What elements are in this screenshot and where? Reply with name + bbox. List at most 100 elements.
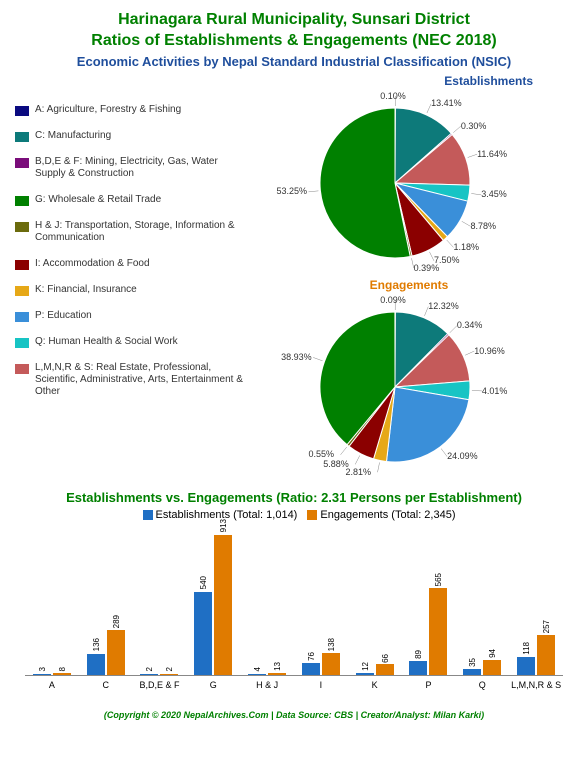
bar-group: 118 257 — [517, 635, 555, 674]
legend-label: B,D,E & F: Mining, Electricity, Gas, Wat… — [35, 156, 245, 180]
pie-slice-label: 5.88% — [323, 459, 349, 469]
bar-group: 136 289 — [87, 630, 125, 674]
chart-container: Harinagara Rural Municipality, Sunsari D… — [0, 0, 588, 730]
bar-value: 913 — [219, 519, 228, 532]
bar-value: 76 — [307, 652, 316, 661]
pie-slice-label: 8.78% — [470, 221, 496, 231]
bar-group: 2 2 — [140, 674, 178, 675]
bar-eng: 2 — [160, 674, 178, 675]
legend-item: G: Wholesale & Retail Trade — [15, 194, 245, 206]
legend-item: I: Accommodation & Food — [15, 258, 245, 270]
legend-swatch — [15, 312, 29, 322]
bar-value: 289 — [112, 615, 121, 628]
bar-value: 35 — [468, 658, 477, 667]
pie-slice-label: 0.10% — [380, 91, 406, 101]
bar-est: 136 — [87, 654, 105, 675]
legend-swatch — [15, 364, 29, 374]
bar-eng: 138 — [322, 653, 340, 674]
legend-item: L,M,N,R & S: Real Estate, Professional, … — [15, 362, 245, 398]
pie-slice-label: 10.96% — [474, 346, 505, 356]
pie-slice-label: 1.18% — [453, 242, 479, 252]
bar-group: 540 913 — [194, 535, 232, 675]
legend-item: P: Education — [15, 310, 245, 322]
legend-swatch — [15, 196, 29, 206]
pie-slice-label: 4.01% — [482, 386, 508, 396]
x-axis-label: H & J — [240, 680, 294, 690]
legend-label: H & J: Transportation, Storage, Informat… — [35, 220, 245, 244]
bar-value: 138 — [327, 638, 336, 651]
bar-group: 76 138 — [302, 653, 340, 674]
bar-eng: 8 — [53, 673, 71, 674]
pie-slice-label: 12.32% — [428, 301, 459, 311]
bar-chart: 3 8 136 289 2 2 540 913 4 13 76 138 12 6… — [25, 525, 563, 676]
bar-value: 257 — [542, 620, 551, 633]
bar-value: 12 — [361, 662, 370, 671]
legend-swatch — [15, 260, 29, 270]
main-title: Harinagara Rural Municipality, Sunsari D… — [15, 10, 573, 52]
x-axis-label: P — [402, 680, 456, 690]
pie-slice-label: 0.34% — [457, 320, 483, 330]
bar-group: 89 565 — [409, 588, 447, 675]
bar-section-title: Establishments vs. Engagements (Ratio: 2… — [15, 490, 573, 505]
legend-item: K: Financial, Insurance — [15, 284, 245, 296]
legend-label: K: Financial, Insurance — [35, 284, 137, 296]
bar-value: 2 — [145, 667, 154, 671]
legend-label: A: Agriculture, Forestry & Fishing — [35, 104, 181, 116]
footer-text: (Copyright © 2020 NepalArchives.Com | Da… — [15, 710, 573, 720]
pie-establishments: 0.10%13.41%0.30%11.64%3.45%8.78%1.18%7.5… — [245, 88, 573, 278]
bar-est: 4 — [248, 674, 266, 675]
bar-value: 3 — [38, 667, 47, 671]
legend-label: G: Wholesale & Retail Trade — [35, 194, 161, 206]
pie-slice-label: 0.09% — [380, 295, 406, 305]
legend-swatch — [15, 158, 29, 168]
pie-engagements: 0.09%12.32%0.34%10.96%4.01%24.09%2.81%5.… — [245, 292, 573, 482]
bar-value: 118 — [522, 642, 531, 655]
legend-label: I: Accommodation & Food — [35, 258, 150, 270]
legend-item: B,D,E & F: Mining, Electricity, Gas, Wat… — [15, 156, 245, 180]
pie-engagements-title: Engagements — [245, 278, 573, 292]
legend-item: H & J: Transportation, Storage, Informat… — [15, 220, 245, 244]
legend-swatch — [15, 338, 29, 348]
pie-slice-label: 24.09% — [447, 451, 478, 461]
x-axis-label: L,M,N,R & S — [509, 680, 563, 690]
title-line2: Ratios of Establishments & Engagements (… — [91, 32, 496, 49]
pie-slice-label: 0.55% — [308, 449, 334, 459]
pie-charts-area: Establishments 0.10%13.41%0.30%11.64%3.4… — [245, 74, 573, 482]
legend-item: Q: Human Health & Social Work — [15, 336, 245, 348]
x-axis-label: K — [348, 680, 402, 690]
bar-eng: 289 — [107, 630, 125, 674]
legend-swatch — [15, 222, 29, 232]
pie-slice-label: 0.30% — [461, 121, 487, 131]
x-axis-label: B,D,E & F — [133, 680, 187, 690]
bar-legend-swatch — [143, 510, 153, 520]
bar-value: 66 — [381, 654, 390, 663]
bar-est: 35 — [463, 669, 481, 674]
top-section: A: Agriculture, Forestry & Fishing C: Man… — [15, 74, 573, 482]
bar-est: 12 — [356, 673, 374, 675]
bar-value: 565 — [434, 573, 443, 586]
bar-eng: 913 — [214, 535, 232, 675]
x-axis-label: A — [25, 680, 79, 690]
x-axis-label: G — [186, 680, 240, 690]
legend-item: A: Agriculture, Forestry & Fishing — [15, 104, 245, 116]
bar-value: 89 — [414, 650, 423, 659]
bar-value: 4 — [253, 667, 262, 671]
subtitle: Economic Activities by Nepal Standard In… — [15, 54, 573, 69]
pie-slice-label: 13.41% — [431, 98, 462, 108]
pie-slice-label: 11.64% — [477, 149, 507, 159]
legend-label: L,M,N,R & S: Real Estate, Professional, … — [35, 362, 245, 398]
title-line1: Harinagara Rural Municipality, Sunsari D… — [118, 11, 470, 28]
bar-est: 540 — [194, 592, 212, 675]
pie-slice-label: 0.39% — [414, 263, 440, 273]
bar-est: 76 — [302, 663, 320, 675]
bar-legend-label: Engagements (Total: 2,345) — [320, 509, 455, 521]
legend-item: C: Manufacturing — [15, 130, 245, 142]
bar-est: 2 — [140, 674, 158, 675]
bar-group: 4 13 — [248, 673, 286, 675]
legend-swatch — [15, 286, 29, 296]
bar-value: 136 — [92, 638, 101, 651]
bar-est: 118 — [517, 657, 535, 675]
bar-legend: Establishments (Total: 1,014)Engagements… — [15, 509, 573, 521]
legend-label: Q: Human Health & Social Work — [35, 336, 178, 348]
bar-eng: 13 — [268, 673, 286, 675]
